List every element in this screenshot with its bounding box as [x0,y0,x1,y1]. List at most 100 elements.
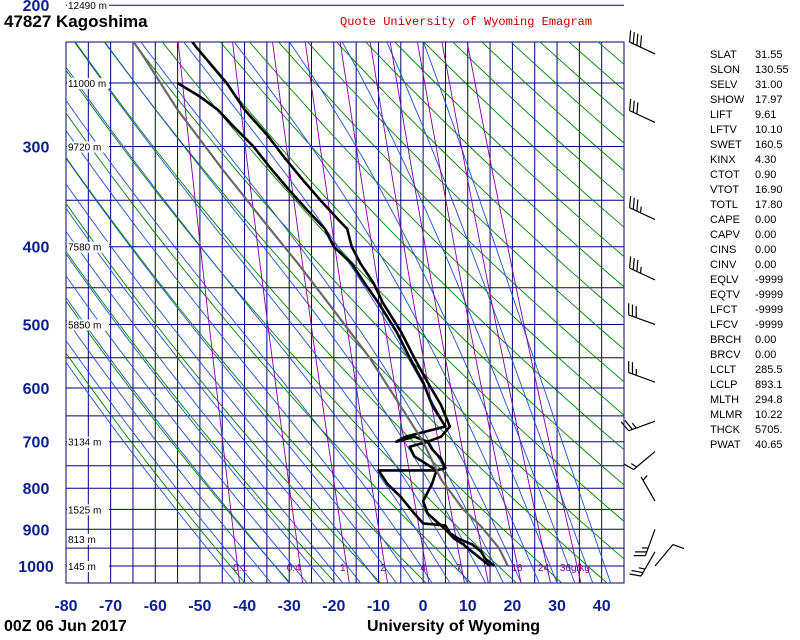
index-value: -9999 [755,304,784,316]
height-label: 12490 m [68,1,107,12]
height-label-bg [67,241,109,253]
moist-adiabat [66,157,397,583]
index-key: SWET [710,139,742,151]
index-key: LFTV [710,124,737,136]
height-label: 3134 m [68,438,101,449]
index-value: 31.55 [755,49,783,61]
dry-adiabat [336,42,624,319]
mixing-ratio-line [369,42,465,583]
index-value: 9.61 [755,109,777,121]
index-row-swet: SWET 160.5 [710,139,800,154]
height-label-bg [67,141,109,153]
index-row-brch: BRCH 0.00 [710,334,800,349]
axis-labels: 1002003004005006007008009001000-80-70-60… [18,0,610,615]
index-key: TOTL [710,199,738,211]
index-row-mlth: MLTH 294.8 [710,394,800,409]
moist-adiabat [341,42,576,583]
dry-adiabat [66,352,246,583]
pressure-tick-label: 800 [23,481,50,498]
index-row-kinx: KINX 4.30 [710,154,800,169]
index-value: 0.00 [755,259,777,271]
index-row-cinv: CINV 0.00 [710,259,800,274]
mixing-ratio-label: 24 [538,563,550,574]
index-key: CAPV [710,229,740,241]
index-value: 0.90 [755,169,777,181]
mixing-ratio-label: 16 [511,563,523,574]
dry-adiabat [66,69,517,583]
wind-barb [623,451,656,471]
index-row-lftv: LFTV 10.10 [710,124,800,139]
index-key: LFCV [710,319,739,331]
index-value: 17.80 [755,199,783,211]
dry-adiabat [277,42,624,383]
index-row-totl: TOTL 17.80 [710,199,800,214]
temperature-tick-label: -60 [144,598,167,615]
moist-adiabat [66,183,379,583]
adiabats [66,42,624,583]
index-row-lclt: LCLT 285.5 [710,364,800,379]
index-value: 130.55 [755,64,789,76]
wind-barb [628,303,656,326]
wind-barb [640,475,656,502]
dry-adiabat [66,156,427,583]
pressure-tick-label: 900 [23,522,50,539]
index-value: -9999 [755,319,784,331]
quote-credit: Quote University of Wyoming Emagram [340,15,593,29]
temperature-tick-label: 10 [459,598,477,615]
index-value: 16.90 [755,184,783,196]
parcel-profile [132,42,509,567]
index-row-capv: CAPV 0.00 [710,229,800,244]
dry-adiabat [66,250,336,583]
index-value: 10.22 [755,409,783,421]
moist-adiabat [233,42,540,583]
pressure-tick-label: 1000 [18,559,54,576]
temperature-profile [190,42,496,568]
index-row-lclp: LCLP 893.1 [710,379,800,394]
index-row-pwat: PWAT 40.65 [710,439,800,454]
wind-barb [633,529,656,557]
index-key: MLTH [710,394,740,406]
moist-adiabat [66,296,290,583]
mixing-ratio-label: 1 [340,563,346,574]
mixing-ratio-line [272,42,350,583]
moist-adiabat [66,275,308,583]
index-row-slon: SLON 130.55 [710,64,800,79]
temperature-tick-label: -20 [322,598,345,615]
mixing-ratio-line [389,42,489,583]
mixing-ratio-line [417,42,522,583]
temperature-tick-label: 40 [593,598,611,615]
mixing-ratio-label: 36g/kg [560,563,590,574]
index-value: 285.5 [755,364,783,376]
wind-barb [629,256,656,281]
height-label-bg [67,504,109,516]
height-label: 9720 m [68,143,101,154]
sounding-profiles [132,42,509,568]
pressure-tick-label: 500 [23,318,50,335]
moist-adiabat [183,42,522,583]
index-key: EQTV [710,289,740,301]
mixing-ratio-label: 4 [420,563,426,574]
index-row-eqlv: EQLV -9999 [710,274,800,289]
index-row-eqtv: EQTV -9999 [710,289,800,304]
dry-adiabat [161,42,624,522]
index-key: LIFT [710,109,733,121]
pressure-tick-label: 300 [23,140,50,157]
dry-adiabat [365,42,624,288]
temperature-tick-label: 0 [419,598,428,615]
dry-adiabat [219,42,624,451]
index-key: MLMR [710,409,743,421]
height-label-bg [67,561,109,572]
index-value: 0.00 [755,349,777,361]
index-key: SELV [710,79,738,91]
wind-barb [629,551,656,577]
dewpoint-profile [176,81,491,568]
index-key: LCLP [710,379,738,391]
dry-adiabat [452,42,624,200]
pressure-tick-label: 700 [23,435,50,452]
moist-adiabat [386,42,594,583]
moist-adiabat [104,42,486,583]
moist-adiabat [66,207,361,583]
dry-adiabat [74,42,563,583]
index-key: VTOT [710,184,740,196]
index-value: 40.65 [755,439,783,451]
